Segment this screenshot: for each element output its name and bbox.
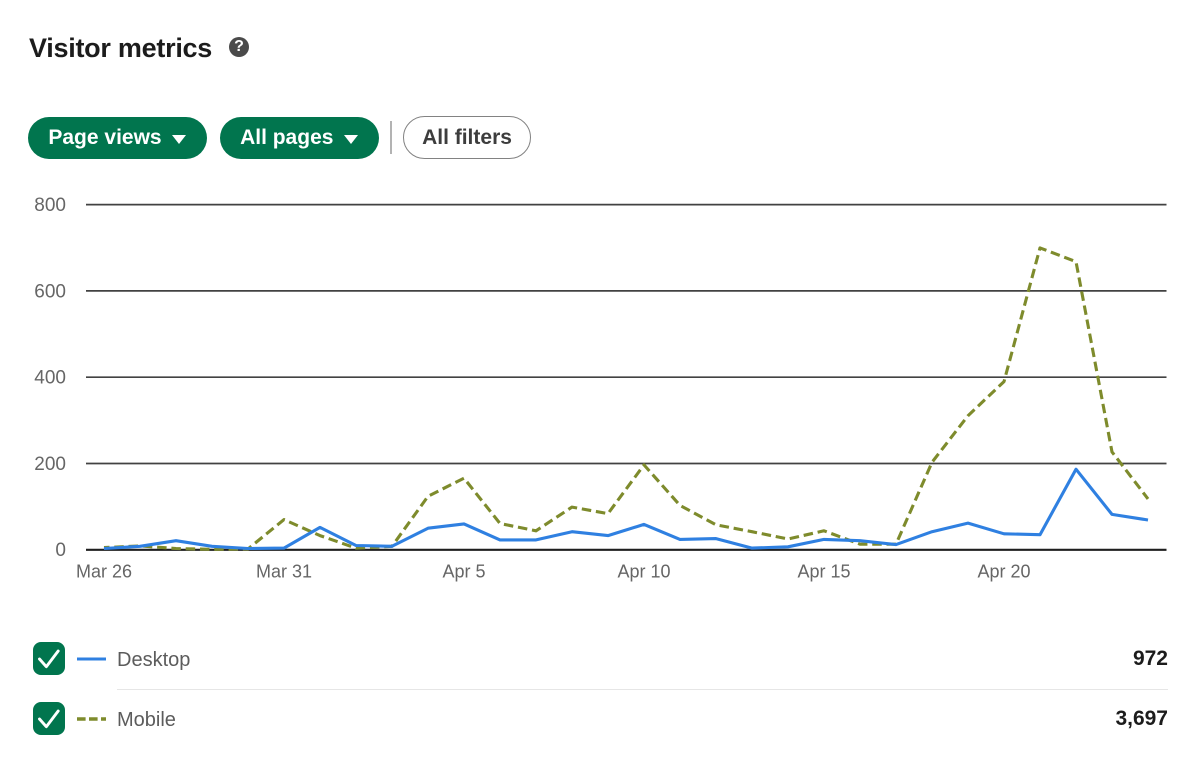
svg-text:Apr 10: Apr 10 (617, 562, 670, 582)
svg-text:600: 600 (34, 281, 66, 302)
svg-text:Mar 31: Mar 31 (256, 562, 312, 582)
svg-text:Apr 5: Apr 5 (442, 562, 485, 582)
svg-text:200: 200 (34, 454, 66, 475)
svg-text:Mar 26: Mar 26 (76, 562, 132, 582)
svg-text:400: 400 (34, 368, 66, 389)
svg-text:Apr 20: Apr 20 (977, 562, 1030, 582)
svg-text:Apr 15: Apr 15 (797, 562, 850, 582)
svg-text:0: 0 (55, 540, 66, 561)
svg-text:800: 800 (34, 195, 66, 216)
